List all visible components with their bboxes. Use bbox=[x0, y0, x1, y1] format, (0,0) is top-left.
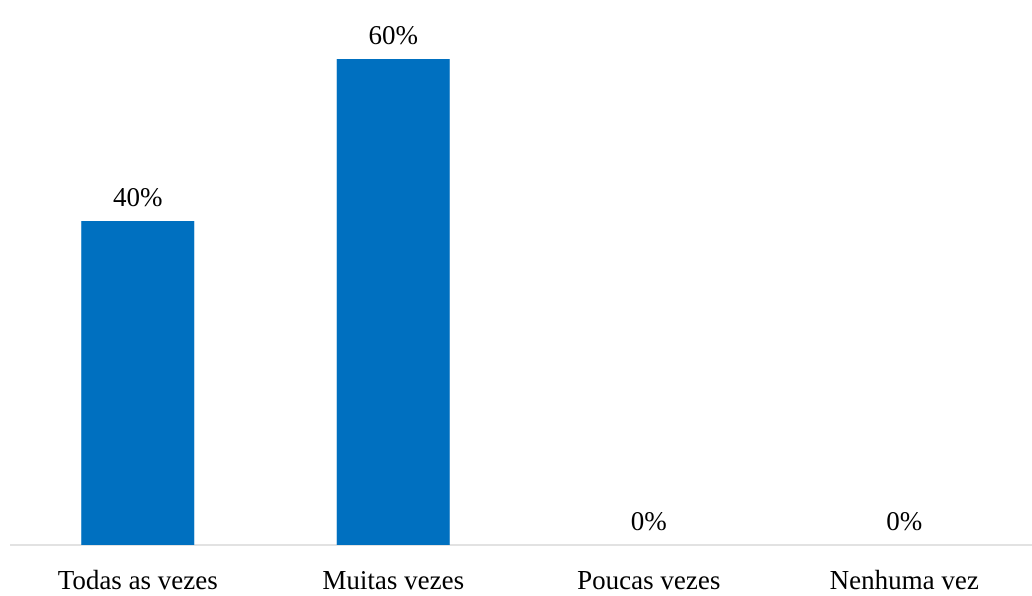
category-label-0: Todas as vezes bbox=[58, 565, 218, 595]
category-label-2: Poucas vezes bbox=[577, 565, 720, 595]
data-label-2: 0% bbox=[631, 506, 667, 536]
bar-0 bbox=[81, 221, 195, 545]
data-label-3: 0% bbox=[886, 506, 922, 536]
data-label-1: 60% bbox=[369, 20, 419, 50]
data-label-0: 40% bbox=[113, 182, 163, 212]
category-label-3: Nenhuma vez bbox=[830, 565, 979, 595]
bar-1 bbox=[336, 59, 450, 545]
category-label-1: Muitas vezes bbox=[322, 565, 464, 595]
